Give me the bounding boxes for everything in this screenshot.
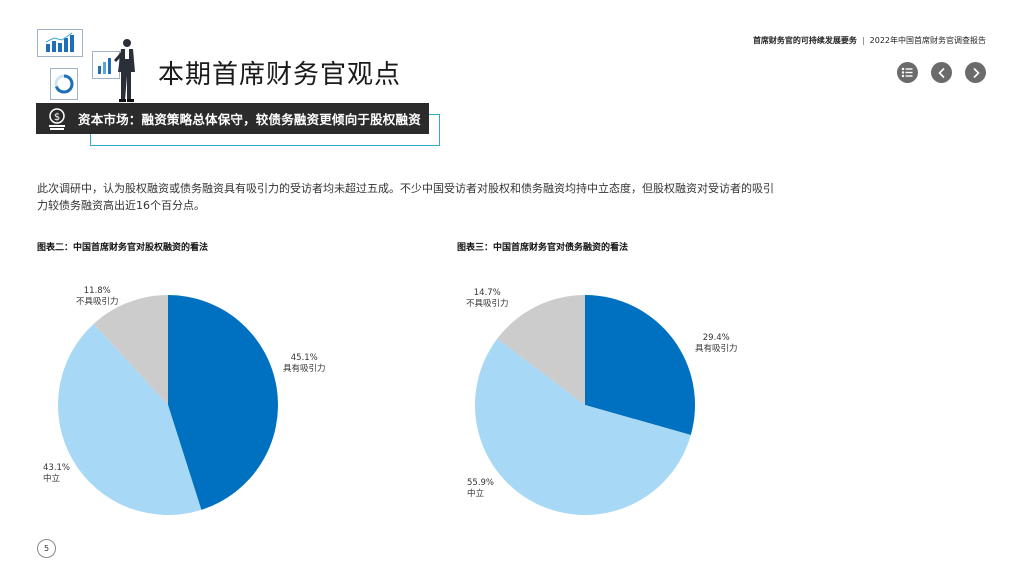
pie1-category-unattractive: 不具吸引力 <box>76 297 119 307</box>
pie2-label-unattractive: 14.7% 不具吸引力 <box>466 288 509 310</box>
previous-page-button[interactable] <box>931 62 952 83</box>
pie1-value-unattractive: 11.8% <box>83 286 111 296</box>
pie2-category-attractive: 具有吸引力 <box>695 344 738 354</box>
pie1-label-attractive: 45.1% 具有吸引力 <box>283 353 326 375</box>
pie1-category-neutral: 中立 <box>43 474 61 484</box>
menu-icon <box>901 67 913 78</box>
report-header: 首席财务官的可持续发展要务 | 2022年中国首席财务官调查报告 <box>753 35 986 46</box>
donut-chart-icon <box>54 74 74 94</box>
chart-2-title: 图表三：中国首席财务官对债务融资的看法 <box>457 243 629 253</box>
chevron-left-icon <box>937 67 945 78</box>
report-subtitle: 首席财务官的可持续发展要务 <box>752 36 857 45</box>
bar-chart-icon <box>45 32 74 52</box>
pie1-value-neutral: 43.1% <box>43 463 71 473</box>
banner-text: 资本市场：融资策略总体保守，较债务融资更倾向于股权融资 <box>78 112 421 127</box>
pie2-value-attractive: 29.4% <box>702 333 730 343</box>
donut-chart-illustration <box>50 68 78 100</box>
pie2-slice-neutral <box>475 338 691 515</box>
pie-chart-equity <box>57 295 278 515</box>
pie2-slice-attractive <box>585 295 695 436</box>
section-banner: $ 资本市场：融资策略总体保守，较债务融资更倾向于股权融资 <box>36 103 429 134</box>
report-board-illustration <box>92 51 120 79</box>
dollar-coin-icon: $ <box>49 107 65 130</box>
pie2-category-unattractive: 不具吸引力 <box>466 299 509 309</box>
pie1-slice-attractive <box>168 295 278 510</box>
bar-chart-illustration <box>37 29 83 57</box>
dollar-coin-icon-wrap: $ <box>36 103 78 134</box>
menu-button[interactable] <box>897 62 918 83</box>
chart-1-title: 图表二：中国首席财务官对股权融资的看法 <box>37 243 209 253</box>
pie2-label-neutral: 55.9% 中立 <box>467 478 494 500</box>
pie1-slice-neutral <box>57 323 202 515</box>
pie1-label-unattractive: 11.8% 不具吸引力 <box>76 286 119 308</box>
pie1-slice-unattractive <box>93 295 168 405</box>
pie2-value-neutral: 55.9% <box>467 478 495 488</box>
svg-text:$: $ <box>54 112 60 123</box>
pie1-value-attractive: 45.1% <box>290 353 318 363</box>
pie1-label-neutral: 43.1% 中立 <box>43 463 70 485</box>
pie2-label-attractive: 29.4% 具有吸引力 <box>695 333 738 355</box>
pie2-value-unattractive: 14.7% <box>473 288 501 298</box>
next-page-button[interactable] <box>965 62 986 83</box>
header-separator: | <box>861 36 865 45</box>
bar-chart-icon <box>98 58 111 74</box>
page-number: 5 <box>37 539 56 558</box>
chevron-right-icon <box>972 67 980 78</box>
pie2-category-neutral: 中立 <box>467 489 485 499</box>
page-title: 本期首席财务官观点 <box>158 60 402 90</box>
report-title: 2022年中国首席财务官调查报告 <box>869 36 986 45</box>
intro-paragraph: 此次调研中，认为股权融资或债务融资具有吸引力的受访者均未超过五成。不少中国受访者… <box>37 182 774 212</box>
pie1-category-attractive: 具有吸引力 <box>283 364 326 374</box>
pie2-slice-unattractive <box>497 295 585 405</box>
pie-chart-debt <box>475 295 695 515</box>
businessman-icon <box>114 39 135 102</box>
